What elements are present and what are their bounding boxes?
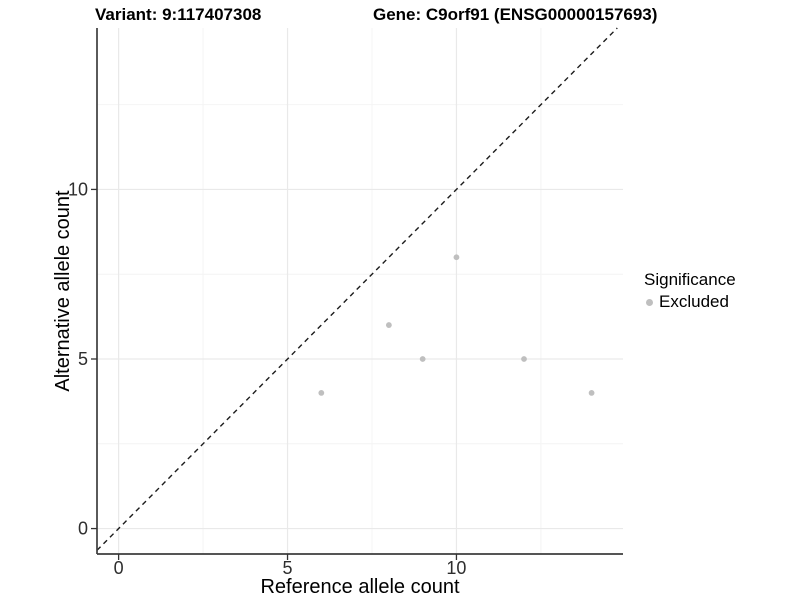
legend-items: Excluded — [644, 292, 736, 312]
data-point — [318, 390, 325, 396]
x-axis-title: Reference allele count — [260, 576, 460, 598]
data-point — [419, 356, 426, 362]
data-point — [521, 356, 527, 362]
legend-item-label: Excluded — [659, 292, 729, 312]
x-tick-label: 0 — [114, 558, 124, 578]
x-tick-label: 5 — [283, 558, 293, 578]
legend-point-icon — [646, 298, 653, 306]
variant-title: Variant: 9:117407308 — [95, 5, 262, 24]
x-tick-label: 10 — [446, 558, 466, 578]
y-axis-title: Alternative allele count — [52, 190, 74, 392]
y-tick-label: 10 — [68, 179, 88, 199]
data-point — [385, 322, 392, 328]
data-point — [453, 254, 460, 261]
legend: Significance Excluded — [644, 269, 736, 313]
identity-line — [96, 27, 618, 551]
data-point — [588, 390, 595, 396]
gene-title: Gene: C9orf91 (ENSG00000157693) — [373, 5, 658, 24]
y-tick-label: 5 — [78, 349, 88, 369]
legend-title: Significance — [644, 270, 736, 289]
y-tick-label: 0 — [78, 519, 88, 539]
legend-item: Excluded — [644, 292, 736, 312]
